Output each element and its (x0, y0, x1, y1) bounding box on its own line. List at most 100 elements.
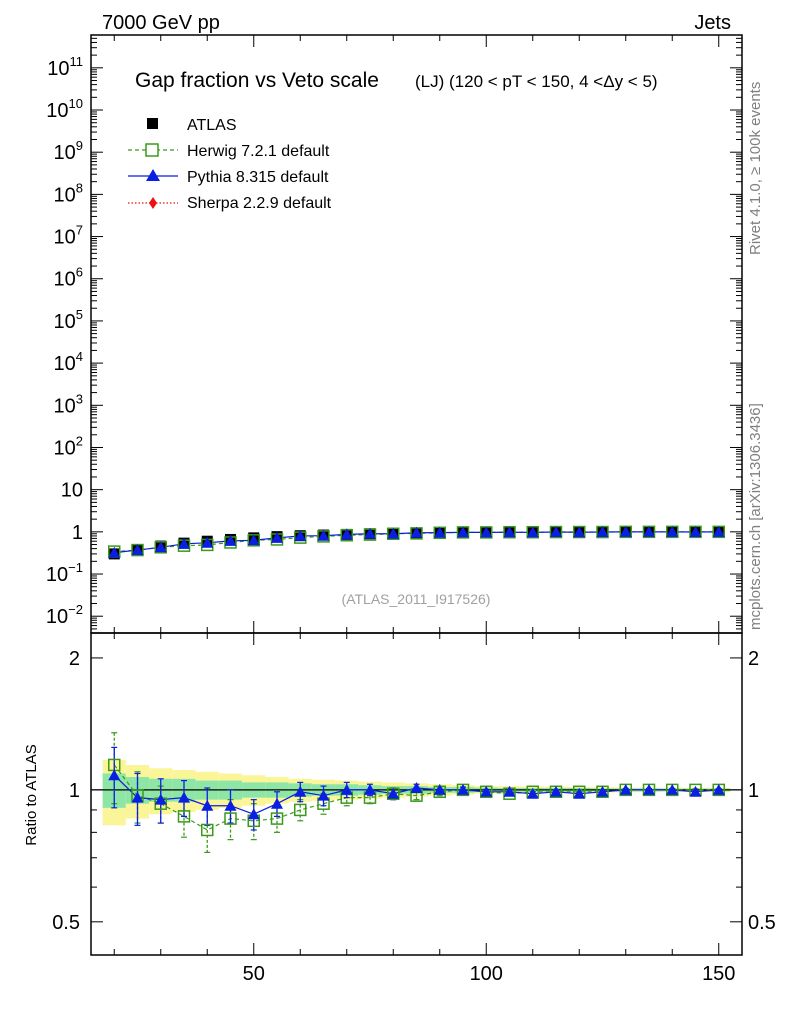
plot-subtitle: (LJ) (120 < pT < 150, 4 <Δy < 5) (415, 72, 658, 91)
pythia-point (410, 526, 423, 538)
y-tick-label: 103 (54, 391, 83, 417)
pythia-point (712, 525, 725, 537)
pythia-point (550, 526, 562, 538)
pythia-point (526, 526, 539, 538)
pythia-point (643, 525, 655, 537)
x-tick-label: 100 (470, 963, 503, 985)
mcplots-reference: mcplots.cern.ch [arXiv:1306.3436] (747, 403, 764, 630)
pythia-ratio-point (503, 785, 516, 797)
y-tick-label: 1010 (46, 96, 83, 122)
plot-title: Gap fraction vs Veto scale (135, 69, 379, 92)
ratio-marks (108, 732, 725, 854)
herwig-ratio-point (177, 810, 191, 823)
pythia-ratio-point (666, 783, 679, 795)
pythia-ratio-point (108, 769, 121, 781)
pythia-ratio-point (643, 783, 655, 795)
main-panel: 10−2 10−1 1 10 102 103 104 105 106 107 108 109 1010 1… (46, 34, 743, 634)
pythia-point (387, 527, 400, 539)
pythia-point (154, 541, 167, 553)
pythia-ratio-point (712, 783, 725, 795)
pythia-ratio-point (573, 787, 586, 799)
herwig-ratio-point (201, 823, 214, 837)
pythia-point (364, 527, 376, 539)
pythia-point (666, 525, 679, 537)
y-tick-label: 10 (61, 480, 83, 502)
beam-label: 7000 GeV pp (102, 12, 220, 34)
pythia-point (503, 526, 516, 538)
pythia-ratio-point (619, 783, 632, 795)
pythia-point (619, 525, 632, 537)
pythia-ratio-point (201, 799, 214, 811)
pythia-point (178, 537, 190, 549)
ratio-frame (90, 632, 743, 956)
pythia-ratio-point (178, 791, 190, 803)
ratio-y-tick-label-left: 1 (69, 780, 80, 802)
herwig-ratio-point (108, 758, 121, 772)
pythia-point (340, 528, 353, 540)
main-ticks (91, 34, 742, 634)
legend: ATLAS Herwig 7.2.1 default Pythia 8.315 … (128, 117, 332, 212)
pythia-ratio-point (550, 785, 562, 797)
pythia-point (689, 526, 702, 538)
ratio-y-tick-label-left: 2 (69, 648, 80, 670)
pythia-ratio-point (154, 793, 167, 805)
x-tick-label: 50 (243, 963, 265, 985)
y-tick-label: 1011 (47, 54, 83, 80)
legend-herwig-marker (145, 143, 159, 157)
ratio-tick-labels: 0.5 0.5 1 1 2 2 50 100 150 (52, 648, 776, 985)
y-tick-label: 102 (54, 433, 83, 459)
pythia-ratio-point (410, 781, 423, 793)
pythia-point (480, 526, 493, 538)
y-tick-label: 10−1 (46, 560, 83, 586)
pythia-point (224, 534, 237, 546)
pythia-ratio-point (247, 808, 260, 820)
ratio-y-tick-label-right: 1 (748, 780, 759, 802)
y-tick-label: 1 (72, 522, 83, 544)
pythia-ratio-point (131, 791, 144, 803)
pythia-point (433, 526, 446, 538)
pythia-ratio-point (596, 785, 609, 797)
pythia-ratio-point (271, 797, 283, 809)
pythia-point (573, 526, 586, 538)
legend-atlas-label: ATLAS (187, 117, 237, 134)
pythia-ratio-point (457, 783, 469, 795)
x-tick-label: 150 (702, 963, 735, 985)
main-y-tick-labels: 10−2 10−1 1 10 102 103 104 105 106 107 108 109 1010 1… (46, 54, 83, 628)
pythia-point (201, 536, 214, 548)
pythia-ratio-point (387, 787, 400, 799)
herwig-ratio-point (294, 803, 307, 817)
ratio-panel: 0.5 0.5 1 1 2 2 50 100 150 Ratio to ATLAS (23, 632, 776, 985)
legend-herwig-label: Herwig 7.2.1 default (187, 143, 330, 160)
legend-sherpa-marker (149, 197, 157, 209)
pythia-ratio-point (480, 785, 493, 797)
pythia-point (271, 531, 283, 543)
pythia-ratio-point (317, 789, 330, 801)
pythia-point (247, 534, 260, 546)
y-tick-label: 104 (54, 349, 83, 375)
y-tick-label: 107 (54, 223, 83, 249)
y-tick-label: 105 (54, 307, 83, 333)
legend-atlas-marker (147, 118, 158, 129)
pythia-point (131, 544, 144, 556)
ratio-y-tick-label-right: 2 (748, 648, 759, 670)
main-marks (108, 525, 725, 560)
pythia-point (457, 526, 469, 538)
legend-pythia-label: Pythia 8.315 default (187, 169, 329, 186)
y-tick-label: 108 (54, 180, 83, 206)
herwig-ratio-point (270, 812, 284, 825)
pythia-ratio-point (526, 787, 539, 799)
ratio-y-tick-label-left: 0.5 (52, 912, 80, 934)
ratio-ticks (91, 633, 742, 955)
pythia-ratio-point (433, 783, 446, 795)
y-tick-label: 10−2 (46, 602, 83, 628)
pythia-ratio-point (364, 783, 376, 795)
pythia-point (294, 529, 307, 541)
y-tick-label: 109 (54, 138, 83, 164)
herwig-ratio-point (224, 812, 237, 825)
analysis-id: (ATLAS_2011_I917526) (342, 591, 491, 607)
legend-pythia-marker (146, 169, 160, 181)
pythia-point (596, 526, 609, 538)
legend-sherpa-label: Sherpa 2.2.9 default (187, 195, 332, 212)
ratio-y-tick-label-right: 0.5 (748, 912, 776, 934)
